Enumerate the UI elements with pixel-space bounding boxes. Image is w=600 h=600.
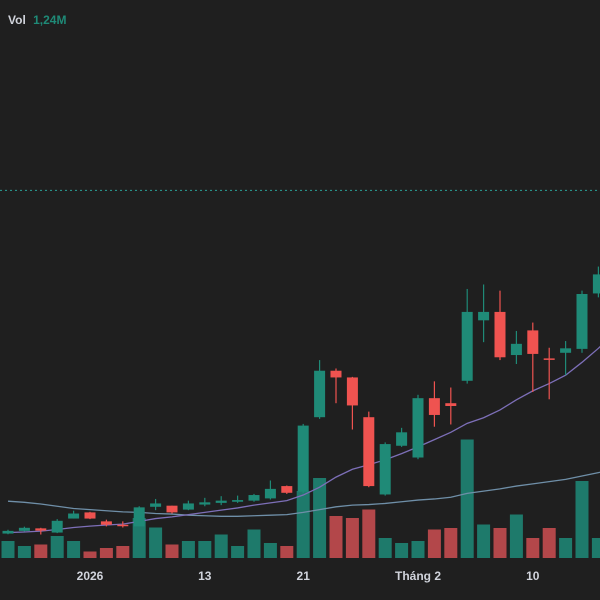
volume-bar: [477, 524, 491, 558]
volume-bar: [542, 528, 556, 558]
candle-body: [412, 398, 424, 458]
moving-average-long: [7, 471, 600, 517]
candle-body: [461, 311, 473, 381]
volume-legend: Vol 1,24M: [8, 13, 66, 27]
candle-body: [510, 343, 522, 356]
candle-body: [314, 370, 326, 418]
volume-bar: [198, 541, 212, 558]
volume-bar: [362, 509, 376, 558]
candle-body: [592, 274, 600, 294]
candle-body: [232, 500, 244, 502]
candle-body: [18, 527, 30, 531]
volume-bar: [509, 514, 523, 558]
volume-bar: [67, 541, 81, 558]
candle-body: [166, 505, 178, 513]
x-axis-label: 13: [198, 569, 212, 583]
volume-bar: [575, 481, 589, 558]
volume-bar: [395, 543, 409, 558]
candle-body: [100, 521, 112, 525]
candle-body: [215, 500, 227, 503]
candle-body: [281, 486, 293, 493]
volume-bar: [345, 518, 359, 558]
candle-body: [330, 370, 342, 378]
volume-label: Vol: [8, 13, 26, 27]
volume-bar: [50, 536, 64, 558]
volume-bar: [329, 516, 343, 558]
candle-body: [543, 358, 555, 360]
volume-bar: [165, 544, 179, 558]
volume-bar: [444, 528, 458, 558]
volume-bar: [116, 546, 130, 558]
x-axis-label: 21: [297, 569, 311, 583]
volume-value: 1,24M: [33, 13, 67, 27]
candle-body: [297, 425, 309, 492]
volume-bar: [34, 544, 48, 558]
candle-body: [396, 432, 408, 446]
volume-bar: [591, 538, 600, 558]
candle-body: [51, 520, 63, 533]
volume-bar: [214, 534, 228, 558]
x-axis-label: Tháng 2: [395, 569, 441, 583]
candle-body: [182, 503, 194, 510]
volume-bar: [460, 439, 474, 558]
volume-bar: [411, 541, 425, 558]
moving-average-short: [7, 345, 600, 534]
candle-body: [494, 311, 506, 358]
candle-body: [84, 512, 96, 519]
volume-bar: [378, 538, 392, 558]
volume-bar: [99, 548, 113, 558]
candle-body: [527, 330, 539, 354]
candle-body: [363, 417, 375, 487]
volume-bar: [231, 546, 245, 558]
candle-body: [133, 507, 145, 527]
x-axis-label: 10: [526, 569, 540, 583]
candle-body: [346, 377, 358, 406]
volume-bar: [493, 528, 507, 558]
candle-body: [478, 311, 490, 321]
candle-body: [2, 530, 14, 534]
volume-bar: [313, 478, 327, 558]
candle-body: [428, 398, 440, 415]
volume-bar: [181, 541, 195, 558]
candle-body: [117, 524, 129, 527]
candle-body: [264, 488, 276, 499]
x-axis-label: 2026: [77, 569, 104, 583]
volume-bar: [1, 541, 15, 558]
volume-bar: [427, 529, 441, 558]
candle-body: [150, 503, 162, 507]
volume-bar: [296, 491, 310, 558]
volume-bar: [83, 551, 97, 558]
candle-body: [248, 495, 260, 501]
volume-bar: [559, 538, 573, 558]
candle-body: [379, 444, 391, 495]
candle-body: [199, 502, 211, 505]
volume-bar: [149, 527, 163, 558]
volume-bar: [526, 538, 540, 558]
volume-bar: [247, 529, 261, 558]
candle-body: [576, 294, 588, 349]
volume-bar: [263, 543, 277, 558]
candle-body: [445, 403, 457, 406]
volume-bar: [132, 518, 146, 558]
candle-body: [35, 528, 47, 531]
volume-bar: [280, 546, 294, 558]
candle-body: [68, 513, 80, 519]
candle-body: [560, 348, 572, 353]
volume-bar: [17, 546, 31, 558]
